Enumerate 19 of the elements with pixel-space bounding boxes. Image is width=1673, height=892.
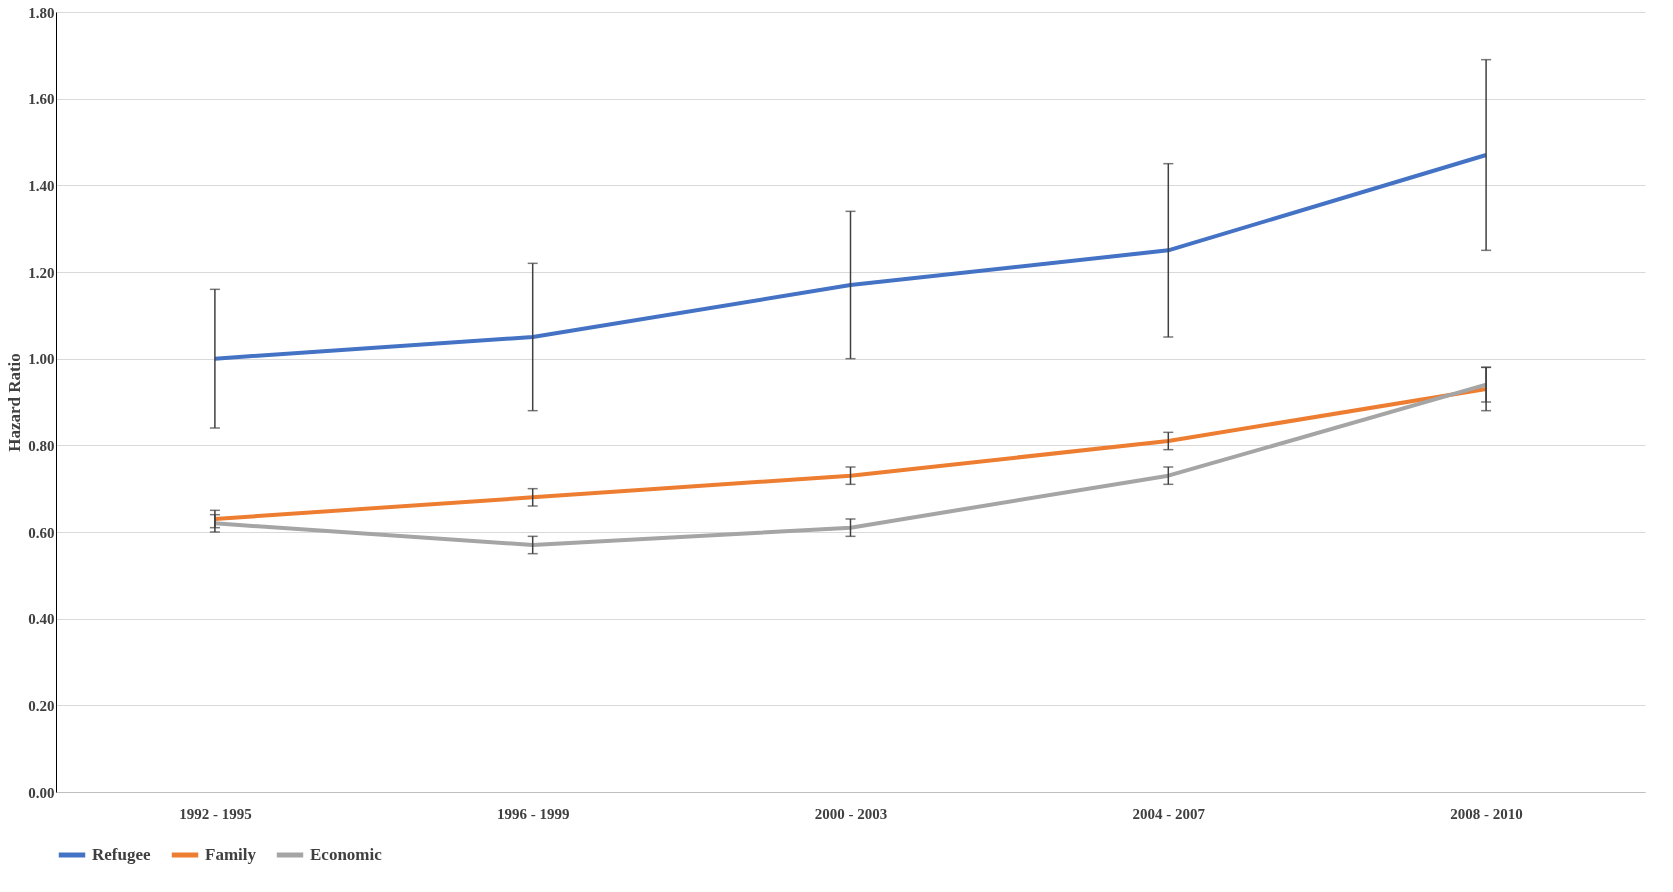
legend-label: Family bbox=[205, 845, 257, 864]
y-tick-label: 0.80 bbox=[28, 437, 55, 454]
y-tick-label: 0.00 bbox=[28, 784, 55, 801]
x-tick-label: 2008 - 2010 bbox=[1450, 805, 1523, 822]
x-tick-label: 1996 - 1999 bbox=[496, 805, 570, 822]
y-tick-label: 1.00 bbox=[28, 351, 55, 368]
x-tick-label: 2000 - 2003 bbox=[814, 805, 888, 822]
y-tick-label: 1.80 bbox=[28, 4, 55, 21]
y-axis-title: Hazard Ratio bbox=[5, 353, 25, 452]
y-tick-label: 1.40 bbox=[28, 177, 55, 194]
y-tick-label: 1.60 bbox=[28, 91, 55, 108]
y-tick-label: 0.20 bbox=[28, 697, 55, 714]
legend-label: Economic bbox=[310, 845, 383, 864]
x-tick-label: 1992 - 1995 bbox=[179, 805, 252, 822]
y-tick-label: 0.40 bbox=[28, 611, 55, 628]
y-tick-label: 0.60 bbox=[28, 524, 55, 541]
legend-label: Refugee bbox=[92, 845, 151, 864]
y-tick-label: 1.20 bbox=[28, 264, 55, 281]
x-tick-label: 2004 - 2007 bbox=[1132, 805, 1206, 822]
